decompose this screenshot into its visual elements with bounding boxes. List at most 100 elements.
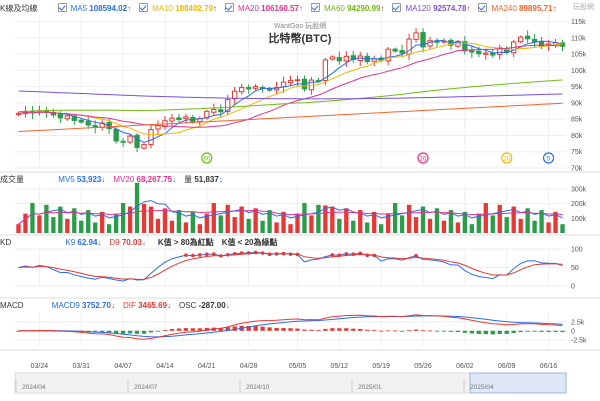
ma-toggle-checkbox-icon[interactable] — [392, 3, 402, 12]
volume-bar — [406, 204, 412, 233]
candle-body — [148, 129, 154, 146]
arrow-down-icon: ↓ — [218, 175, 223, 184]
ma-toggle-checkbox-icon[interactable] — [225, 3, 235, 12]
macd-item-dif: DIF 3465.69↓ — [123, 301, 175, 310]
macd-axis-tick-label: 0 — [571, 328, 575, 335]
osc-bar — [162, 329, 168, 331]
ma5-line — [18, 39, 563, 143]
osc-bar — [427, 330, 433, 332]
osc-bar — [392, 330, 398, 332]
candle-body — [280, 81, 287, 88]
candle-body — [462, 41, 468, 52]
kd-item-d9: D9 70.03↓ — [109, 238, 149, 247]
volume-bar — [532, 220, 537, 233]
timeline-label: 2024/10 — [246, 384, 270, 391]
volume-item-label: 量 — [184, 175, 195, 184]
arrow-down-icon: ↓ — [225, 301, 230, 310]
ma-toggle-ma5[interactable]: MA5 108594.02↑ — [57, 3, 136, 13]
osc-bar — [197, 328, 202, 331]
price-axis-tick-label: 90k — [571, 100, 583, 107]
kd-overbought-dot — [267, 252, 272, 257]
osc-bar — [134, 330, 140, 334]
candle-body — [322, 59, 329, 81]
osc-bar — [441, 330, 447, 332]
volume-bar — [23, 213, 28, 233]
volume-bar — [86, 210, 91, 233]
ma-toggle-value: 92574.78 — [433, 4, 467, 13]
x-tick-label: 04/21 — [198, 363, 216, 370]
price-axis-tick-label: 115k — [571, 19, 586, 26]
kd-overbought-dot — [198, 253, 202, 257]
candle-body — [169, 117, 175, 122]
kd-item-k9: K9 62.94↓ — [65, 238, 105, 247]
kd-overbought-dot — [337, 253, 342, 257]
candle-body — [399, 50, 405, 54]
volume-bar — [385, 213, 391, 233]
volume-bar — [204, 213, 209, 233]
volume-bar — [232, 217, 237, 233]
kd-overbought-dot — [372, 253, 376, 258]
osc-bar — [406, 330, 412, 332]
kd-legend: KD K9 62.94↓ D9 70.03↓ K值 > 80為紅點 K值 < 20為綠… — [0, 236, 600, 250]
candle-body — [294, 79, 301, 82]
kd-overbought-dot — [253, 250, 258, 255]
price-axis-tick-label: 85k — [571, 117, 583, 124]
price-axis-tick-label: 95k — [571, 84, 583, 91]
volume-bar — [239, 206, 244, 233]
volume-bar — [427, 218, 433, 233]
chart-title: 比特幣(BTC) — [268, 33, 332, 45]
arrow-up-icon: ↑ — [127, 4, 132, 13]
candle-body — [483, 52, 489, 55]
ma-toggle-ma120[interactable]: MA120 92574.78↑ — [392, 3, 474, 13]
kd-green-dot-note: K值 < 20為綠點 — [221, 238, 278, 247]
osc-bar — [476, 330, 481, 334]
volume-bar — [51, 217, 56, 233]
ma-toggle-checkbox-icon[interactable] — [57, 3, 67, 12]
ma-toggle-checkbox-icon[interactable] — [139, 3, 149, 12]
volume-bar — [553, 211, 558, 233]
osc-bar — [372, 330, 377, 332]
ma-toggle-checkbox-icon[interactable] — [310, 3, 320, 12]
macd-item-value: -287.00 — [198, 301, 226, 310]
ma-toggle-ma20[interactable]: MA20 106160.57↑ — [225, 3, 307, 13]
volume-bar — [455, 222, 461, 233]
candle-body — [371, 58, 377, 62]
volume-bar — [288, 224, 293, 233]
osc-bar — [358, 328, 363, 331]
osc-bar — [511, 330, 516, 334]
volume-bar — [372, 211, 377, 233]
osc-bar — [309, 329, 314, 331]
candle-body — [141, 144, 147, 149]
volume-bar — [246, 218, 251, 233]
volume-legend-title: 成交量 — [0, 175, 24, 184]
ma-toggle-label: MA60 — [323, 4, 348, 13]
ma-toggle-checkbox-icon[interactable] — [478, 3, 488, 12]
timeline-label: 2024/07 — [134, 384, 158, 391]
ma-toggle-ma240[interactable]: MA240 89895.71↑ — [478, 3, 560, 13]
osc-bar — [113, 330, 119, 334]
osc-bar — [253, 326, 258, 331]
macd-legend-title: MACD — [0, 301, 24, 310]
ma-toggle-label: MA20 — [238, 4, 262, 13]
candle-body — [531, 38, 538, 43]
volume-bar — [358, 210, 363, 233]
volume-bar — [120, 203, 126, 233]
candle-body — [127, 135, 133, 143]
osc-bar — [127, 330, 133, 334]
ma-toggle-ma10[interactable]: MA10 108402.79↑ — [139, 3, 221, 13]
kd-axis-tick-label: 0 — [571, 284, 575, 291]
osc-bar — [246, 325, 251, 331]
osc-bar — [504, 330, 509, 334]
volume-bar — [511, 206, 516, 233]
ma-toggle-label: MA120 — [405, 4, 434, 13]
x-tick-label: 03/31 — [72, 363, 90, 370]
ma-toggle-ma60[interactable]: MA60 94290.99↑ — [310, 3, 389, 13]
timeline-range-handle[interactable] — [469, 372, 567, 394]
osc-bar — [434, 330, 440, 332]
chart-subtitle: WantGoo 玩股網 — [273, 23, 327, 30]
candle-body — [64, 115, 70, 120]
kd-overbought-dot — [281, 251, 286, 256]
price-axis-tick-label: 80k — [571, 133, 583, 140]
volume-item-label: MV5 — [58, 175, 77, 184]
candle-body — [420, 32, 426, 48]
